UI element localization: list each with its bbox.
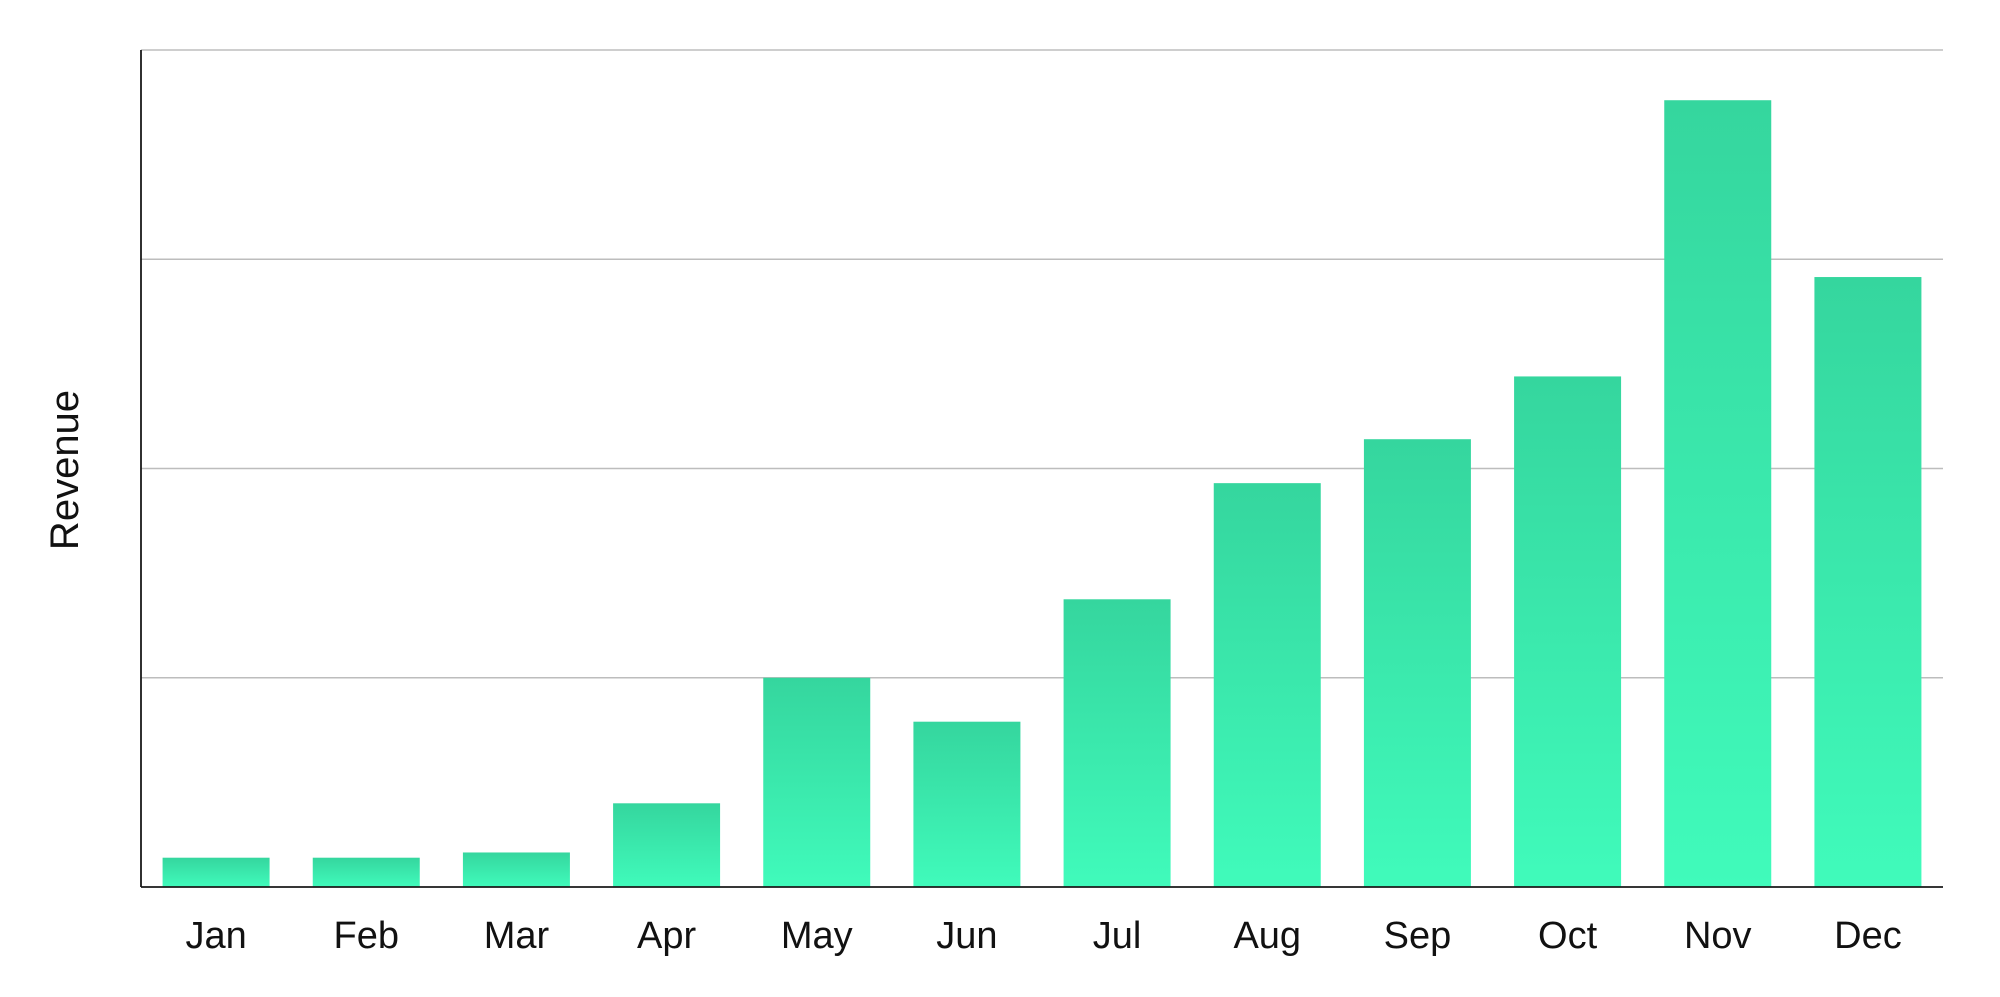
bar-aug (1213, 483, 1321, 887)
bar-apr (613, 803, 721, 887)
bar-jun (913, 721, 1021, 887)
x-tick-label-jun: Jun (936, 915, 997, 957)
x-tick-label-jan: Jan (185, 915, 246, 957)
bar-jan (162, 857, 270, 887)
bar-mar (462, 852, 570, 887)
bar-may (763, 677, 871, 887)
x-tick-label-apr: Apr (637, 915, 696, 957)
bars (162, 100, 1922, 888)
x-tick-label-aug: Aug (1233, 915, 1301, 957)
x-tick-label-dec: Dec (1834, 915, 1902, 957)
x-tick-label-nov: Nov (1684, 915, 1752, 957)
bar-nov (1664, 100, 1772, 888)
x-tick-label-may: May (781, 915, 853, 957)
bar-oct (1514, 376, 1622, 887)
y-axis-title: Revenue (43, 390, 87, 550)
bar-feb (312, 857, 420, 887)
bar-jul (1063, 599, 1171, 887)
bar-sep (1363, 439, 1471, 887)
x-tick-label-oct: Oct (1538, 915, 1598, 957)
x-tick-label-feb: Feb (334, 915, 399, 957)
x-tick-label-jul: Jul (1093, 915, 1142, 957)
bar-dec (1814, 277, 1922, 887)
x-tick-label-sep: Sep (1384, 915, 1452, 957)
x-tick-labels: Jan Feb Mar Apr May Jun Jul Aug Sep Oct Nov Dec (185, 915, 1901, 957)
x-tick-label-mar: Mar (484, 915, 550, 957)
axes (140, 50, 1943, 888)
gridlines (141, 49, 1943, 679)
